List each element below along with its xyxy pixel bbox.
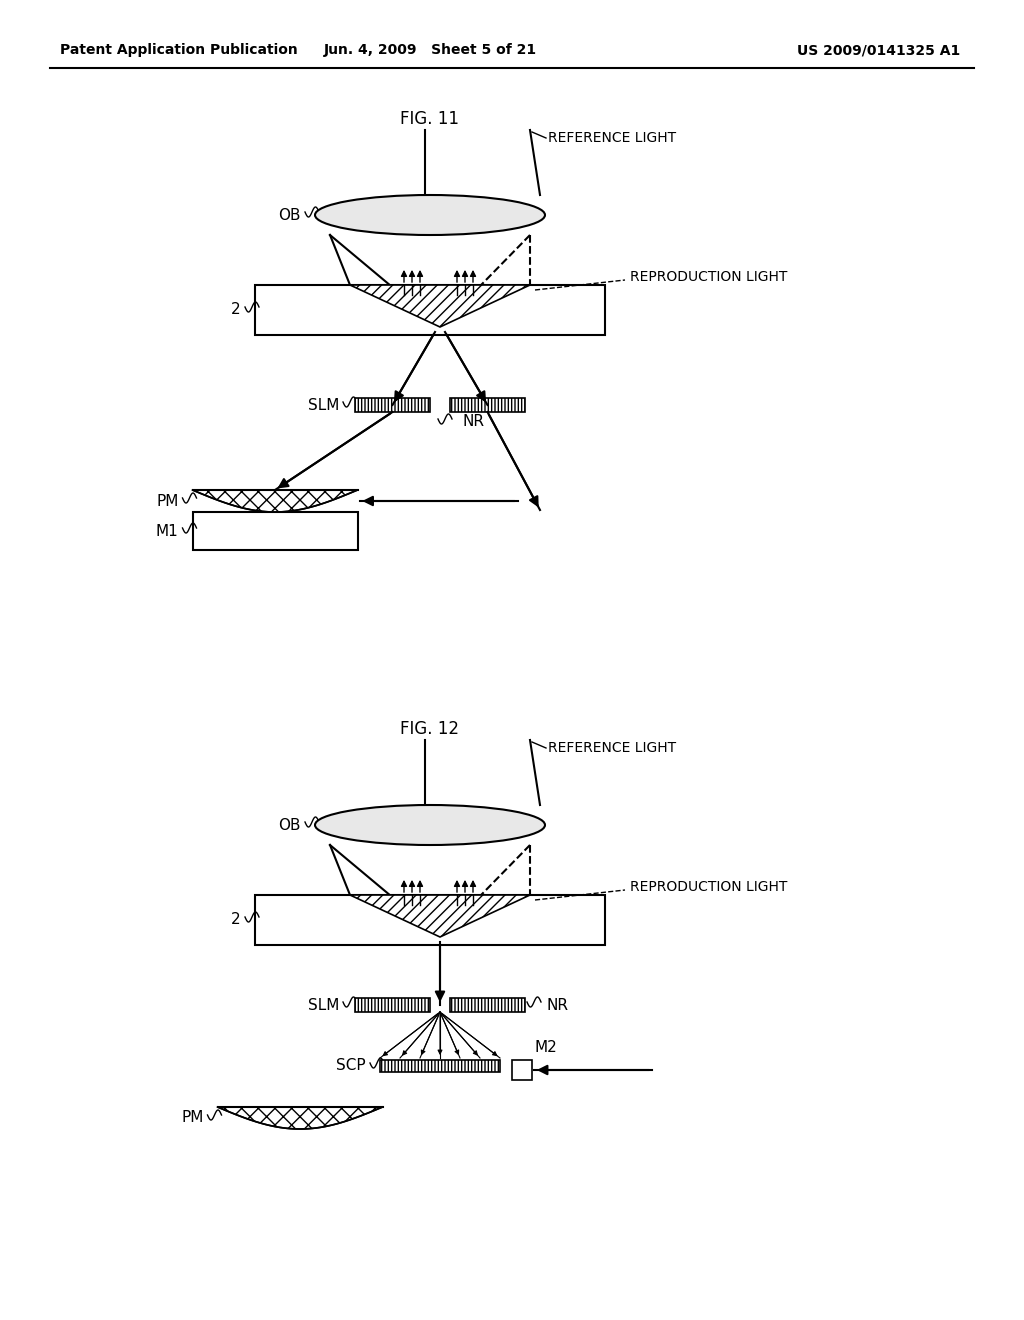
Polygon shape xyxy=(350,285,530,327)
Text: 2: 2 xyxy=(231,912,241,928)
Text: SLM: SLM xyxy=(307,397,339,412)
Text: REFERENCE LIGHT: REFERENCE LIGHT xyxy=(548,131,676,145)
Bar xyxy=(255,285,605,335)
Bar xyxy=(450,399,525,412)
Text: FIG. 11: FIG. 11 xyxy=(400,110,460,128)
Polygon shape xyxy=(217,1107,383,1129)
Text: Jun. 4, 2009   Sheet 5 of 21: Jun. 4, 2009 Sheet 5 of 21 xyxy=(324,44,537,57)
Text: REFERENCE LIGHT: REFERENCE LIGHT xyxy=(548,741,676,755)
Text: NR: NR xyxy=(462,413,484,429)
Text: PM: PM xyxy=(181,1110,204,1126)
Bar xyxy=(355,998,430,1012)
Text: SCP: SCP xyxy=(336,1059,366,1073)
Bar xyxy=(193,512,357,550)
Bar xyxy=(380,1060,500,1072)
Ellipse shape xyxy=(315,805,545,845)
Bar xyxy=(255,895,605,945)
Polygon shape xyxy=(193,490,357,512)
Text: REPRODUCTION LIGHT: REPRODUCTION LIGHT xyxy=(630,271,787,284)
Bar xyxy=(355,399,430,412)
Text: 2: 2 xyxy=(231,302,241,318)
Text: PM: PM xyxy=(156,494,178,508)
Text: Patent Application Publication: Patent Application Publication xyxy=(60,44,298,57)
Text: US 2009/0141325 A1: US 2009/0141325 A1 xyxy=(797,44,961,57)
Ellipse shape xyxy=(315,195,545,235)
Polygon shape xyxy=(350,895,530,937)
Text: OB: OB xyxy=(279,817,301,833)
Text: FIG. 12: FIG. 12 xyxy=(400,719,460,738)
Bar xyxy=(450,998,525,1012)
Text: OB: OB xyxy=(279,207,301,223)
Text: SLM: SLM xyxy=(307,998,339,1012)
Text: NR: NR xyxy=(547,998,569,1012)
Bar xyxy=(512,1060,532,1080)
Text: M1: M1 xyxy=(156,524,178,539)
Text: REPRODUCTION LIGHT: REPRODUCTION LIGHT xyxy=(630,880,787,894)
Text: M2: M2 xyxy=(534,1040,557,1055)
